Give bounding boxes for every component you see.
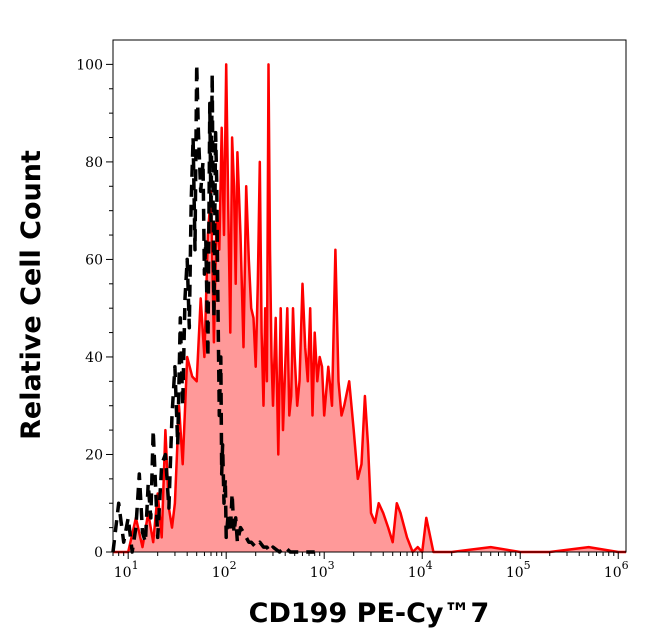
y-axis-title: Relative Cell Count: [16, 150, 47, 440]
y-tick-label: 0: [94, 545, 103, 561]
series-1-fill: [113, 64, 626, 553]
x-tick-label: 102: [212, 559, 237, 581]
series-0-line: [111, 62, 315, 554]
y-tick-label: 20: [85, 447, 103, 463]
x-tick-label: 104: [408, 559, 433, 581]
y-tick-label: 100: [76, 57, 103, 73]
x-tick-label: 105: [506, 559, 531, 581]
x-tick-label: 103: [310, 559, 335, 581]
y-tick-label: 80: [85, 155, 103, 171]
y-tick-label: 40: [85, 350, 103, 366]
x-tick-label: 106: [604, 559, 629, 581]
series-1-line: [113, 63, 626, 554]
axis-layer: 101 102 103 104 105 106 0 20 40 60 80 100: [76, 57, 628, 581]
series-layer: [111, 62, 626, 554]
plot-frame: [112, 39, 627, 553]
y-tick-label: 60: [85, 252, 103, 268]
x-axis-title: CD199 PE-Cy™7: [249, 598, 490, 629]
x-tick-label: 101: [114, 559, 139, 581]
